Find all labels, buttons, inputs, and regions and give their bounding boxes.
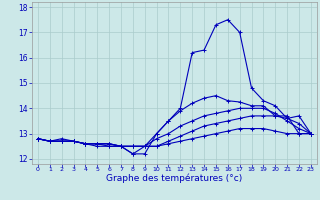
X-axis label: Graphe des températures (°c): Graphe des températures (°c) — [106, 174, 243, 183]
